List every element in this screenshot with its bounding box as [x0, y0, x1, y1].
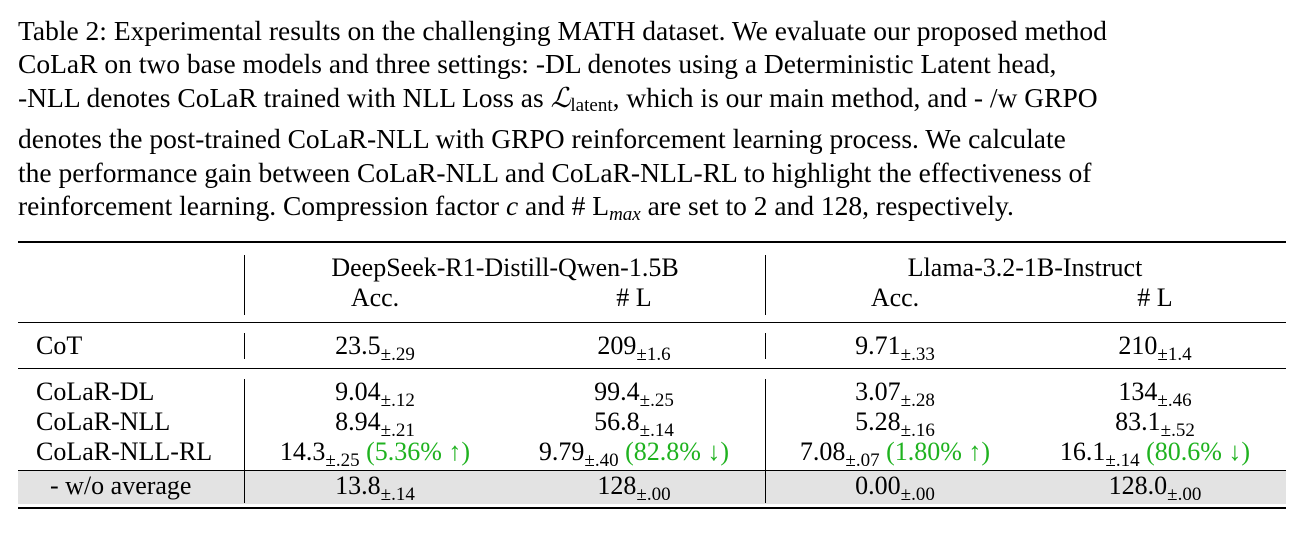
model-header-deepseek: DeepSeek-R1-Distill-Qwen-1.5B [331, 253, 679, 282]
table-cell: 210±1.4 [1118, 331, 1192, 365]
caption-line-5: the performance gain between CoLaR-NLL a… [18, 156, 1092, 188]
row-label-wo-average: - w/o average [50, 471, 192, 500]
table-cell: 99.4±.25 [594, 377, 674, 411]
loss-subscript: latent [570, 94, 613, 116]
table-caption: Table 2: Experimental results on the cha… [18, 14, 1280, 231]
table-top-rule [18, 241, 1286, 243]
table-cell: 128.0±.00 [1108, 471, 1202, 505]
table-bottom-rule [18, 507, 1286, 509]
table-cell: 5.28±.16 [855, 407, 935, 441]
vsep-method-cot [244, 333, 245, 359]
caption-line-6b: and # L [518, 190, 610, 222]
table-cell: 3.07±.28 [855, 377, 935, 411]
vsep-model-header [765, 255, 766, 315]
table-cell: 23.5±.29 [335, 331, 415, 365]
table-cell: 14.3±.25 (5.36% ↑) [279, 437, 471, 471]
table-cell: 83.1±.52 [1115, 407, 1195, 441]
table-cell: 7.08±.07 (1.80% ↑) [799, 437, 991, 471]
header-rule [18, 322, 1286, 323]
col-header-acc-2: Acc. [870, 283, 920, 312]
table-cell: 9.71±.33 [855, 331, 935, 365]
caption-line-2: CoLaR on two base models and three setti… [18, 48, 1057, 80]
row-label-cot: CoT [36, 331, 83, 360]
max-subscript: max [609, 204, 641, 226]
caption-line-4: denotes the post-trained CoLaR-NLL with … [18, 123, 1066, 155]
caption-line-6a: reinforcement learning. Compression fact… [18, 190, 506, 222]
row-label-colar-nll-rl: CoLaR-NLL-RL [36, 437, 213, 466]
loss-symbol: ℒ [550, 81, 571, 114]
gain-badge: (1.80% ↑) [886, 437, 991, 466]
caption-line-6c: are set to 2 and 128, respectively. [640, 190, 1014, 222]
caption-line-3b: , which is our main method, and - /w GRP… [612, 81, 1098, 113]
table-cell: 8.94±.21 [335, 407, 415, 441]
col-header-len-2: # L [1137, 283, 1173, 312]
table-cell: 128±.00 [597, 471, 671, 505]
shade-top-rule [18, 470, 1286, 471]
table-cell: 9.04±.12 [335, 377, 415, 411]
gain-badge: (5.36% ↑) [366, 437, 471, 466]
table-cell: 9.79±.40 (82.8% ↓) [538, 437, 730, 471]
cot-rule [18, 368, 1286, 369]
table-cell: 56.8±.14 [594, 407, 674, 441]
vsep-method-body [244, 379, 245, 503]
row-label-colar-dl: CoLaR-DL [36, 377, 155, 406]
caption-line-6: reinforcement learning. Compression fact… [18, 189, 1280, 231]
col-header-acc-1: Acc. [350, 283, 400, 312]
col-header-len-1: # L [616, 283, 652, 312]
compression-symbol: c [505, 190, 519, 222]
gain-badge: (82.8% ↓) [625, 437, 730, 466]
caption-line-3: -NLL denotes CoLaR trained with NLL Loss… [18, 81, 1280, 122]
table-cell: 209±1.6 [597, 331, 671, 365]
table-cell: 0.00±.00 [855, 471, 935, 505]
model-header-llama: Llama-3.2-1B-Instruct [907, 253, 1143, 282]
row-label-colar-nll: CoLaR-NLL [36, 407, 171, 436]
table-cell: 13.8±.14 [335, 471, 415, 505]
caption-line-1: Table 2: Experimental results on the cha… [18, 15, 1107, 46]
caption-line-3a: -NLL denotes CoLaR trained with NLL Loss… [18, 81, 551, 113]
gain-badge: (80.6% ↓) [1146, 437, 1251, 466]
vsep-method-header [244, 255, 245, 315]
shaded-row-bg [18, 470, 1286, 504]
vsep-model-cot [765, 333, 766, 359]
table-cell: 134±.46 [1118, 377, 1192, 411]
vsep-model-body [765, 379, 766, 503]
table-cell: 16.1±.14 (80.6% ↓) [1059, 437, 1251, 471]
